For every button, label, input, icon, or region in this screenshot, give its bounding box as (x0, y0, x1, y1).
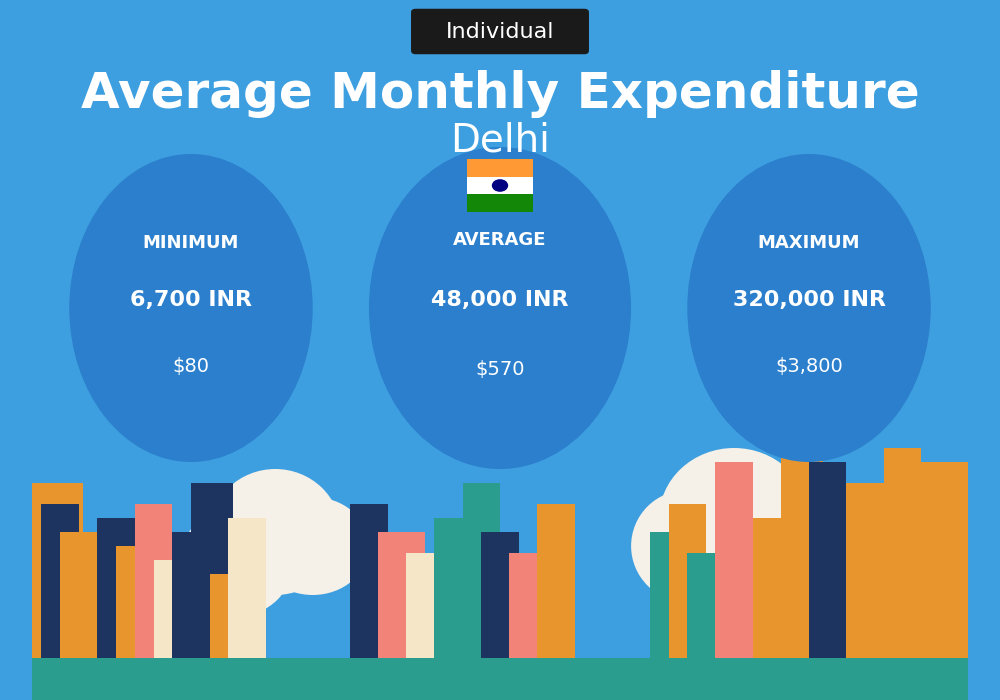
Bar (97, 518, 135, 658)
Circle shape (493, 180, 507, 191)
Text: Delhi: Delhi (450, 121, 550, 159)
Bar (210, 574, 242, 658)
Text: MINIMUM: MINIMUM (143, 234, 239, 252)
Bar (650, 532, 687, 658)
Bar (669, 504, 706, 658)
Ellipse shape (369, 147, 631, 469)
Text: $3,800: $3,800 (775, 357, 843, 376)
Text: 48,000 INR: 48,000 INR (431, 290, 569, 310)
Bar (809, 462, 846, 658)
Bar (154, 560, 191, 658)
FancyBboxPatch shape (411, 8, 589, 55)
Bar (884, 448, 921, 658)
Bar (846, 483, 884, 658)
Bar (41, 504, 79, 658)
Bar (753, 518, 790, 658)
Bar (228, 518, 266, 658)
Ellipse shape (725, 476, 837, 588)
Bar (116, 546, 149, 658)
Text: 6,700 INR: 6,700 INR (130, 290, 252, 310)
Text: Average Monthly Expenditure: Average Monthly Expenditure (81, 71, 919, 118)
Ellipse shape (182, 504, 294, 616)
Bar (687, 553, 725, 658)
Text: AVERAGE: AVERAGE (453, 232, 547, 249)
Ellipse shape (687, 154, 931, 462)
Bar (467, 160, 533, 176)
Ellipse shape (210, 469, 341, 595)
Bar (172, 532, 210, 658)
Text: $80: $80 (172, 357, 209, 376)
Bar (715, 462, 753, 658)
Bar (406, 553, 444, 658)
Bar (921, 462, 968, 658)
Text: $570: $570 (475, 360, 525, 379)
Bar (378, 532, 425, 658)
Bar (32, 483, 83, 658)
Ellipse shape (69, 154, 313, 462)
Bar (537, 504, 575, 658)
Bar (481, 532, 519, 658)
Bar (191, 483, 233, 658)
Bar (135, 504, 172, 658)
Bar (350, 504, 388, 658)
Bar (467, 194, 533, 211)
Bar (463, 483, 500, 658)
Ellipse shape (631, 490, 743, 602)
Bar (509, 553, 547, 658)
Text: Individual: Individual (446, 22, 554, 41)
Bar (467, 176, 533, 194)
Text: MAXIMUM: MAXIMUM (758, 234, 860, 252)
Ellipse shape (659, 448, 809, 588)
Bar (781, 434, 823, 658)
Text: 320,000 INR: 320,000 INR (733, 290, 886, 310)
Bar (32, 658, 968, 700)
Bar (434, 518, 472, 658)
Bar (60, 532, 102, 658)
Ellipse shape (257, 497, 369, 595)
